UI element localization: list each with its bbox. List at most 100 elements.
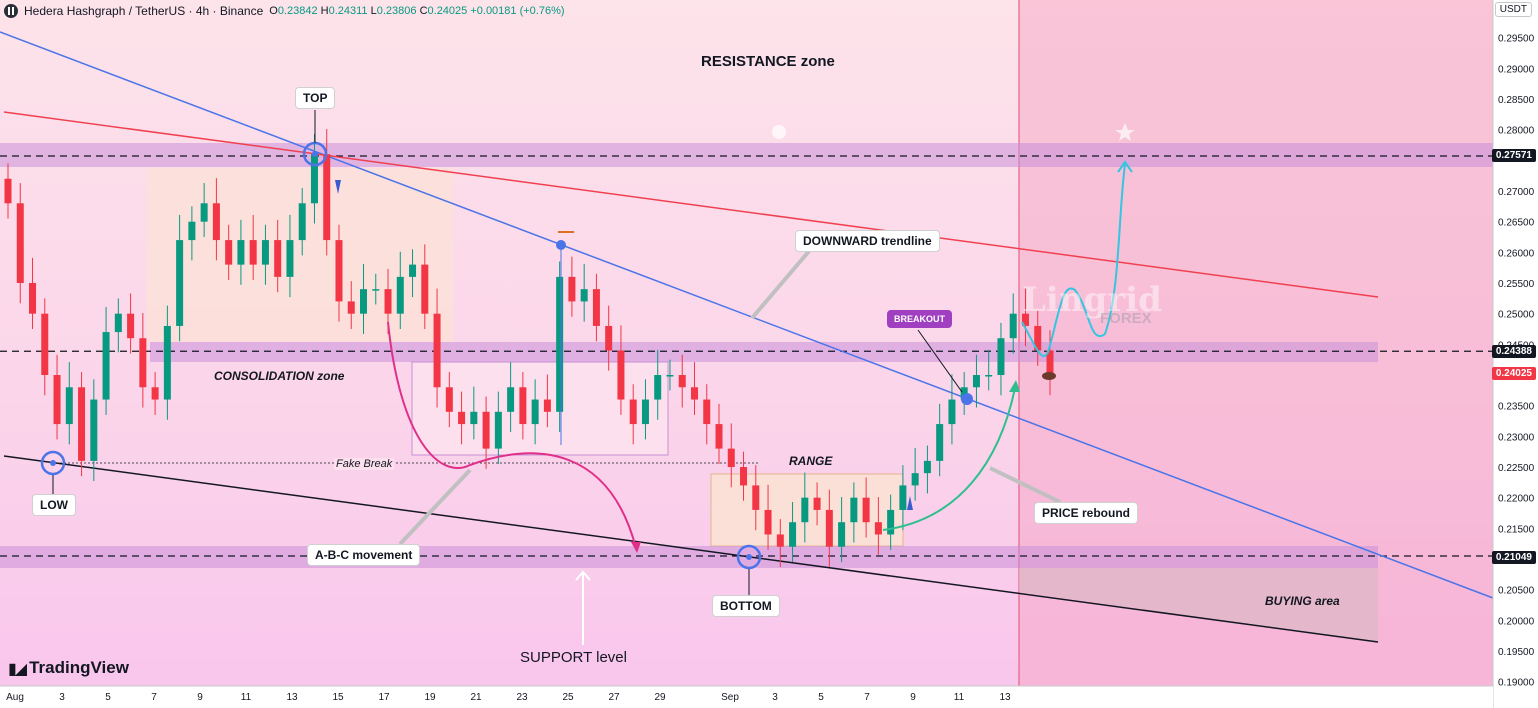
candle-body: [127, 313, 135, 339]
candle-body: [605, 325, 613, 351]
candle-body: [372, 289, 380, 291]
candle-body: [825, 509, 833, 547]
bottom-marker-dot: [746, 554, 752, 560]
y-tick-label-6: 0.26000: [1498, 248, 1535, 259]
x-tick-label-0: Aug: [6, 692, 24, 703]
y-tick-label-12: 0.22500: [1498, 463, 1535, 474]
y-tick-label-5: 0.26500: [1498, 218, 1535, 229]
support-trendline: [3, 455, 1379, 643]
y-tick-label-8: 0.25000: [1498, 310, 1535, 321]
watermark-subtext: FOREX: [1100, 310, 1152, 327]
low-marker: [40, 450, 66, 476]
x-tick-label-18: 7: [864, 692, 870, 703]
change-value: +0.00181 (+0.76%): [470, 5, 565, 17]
abc-arrow-head: [631, 542, 641, 553]
candle-body: [862, 497, 870, 523]
candle-body: [972, 375, 980, 388]
x-tick-label-1: 3: [59, 692, 65, 703]
y-tick-label-1: 0.29000: [1498, 64, 1535, 75]
candle-body: [151, 387, 159, 400]
candle-body: [114, 313, 122, 333]
candle-body: [740, 467, 748, 486]
resistance-zone-band: [0, 143, 1493, 167]
candle-body: [139, 338, 147, 388]
y-tick-label-17: 0.19500: [1498, 647, 1535, 658]
x-tick-label-2: 5: [105, 692, 111, 703]
candle-body: [985, 375, 993, 377]
candle-body: [641, 399, 649, 425]
low-label: LOW: [32, 494, 76, 516]
open-value: 0.23842: [277, 5, 318, 17]
top-label: TOP: [295, 87, 336, 109]
candle-body: [960, 387, 968, 400]
candle-body: [752, 485, 760, 510]
candle-body: [347, 301, 355, 314]
range-label: RANGE: [789, 454, 833, 468]
candle-body: [237, 240, 245, 265]
candle-body: [666, 375, 674, 377]
breakout-pointer: [917, 329, 963, 393]
candle-body: [1009, 313, 1017, 339]
x-tick-label-3: 7: [151, 692, 157, 703]
candle-body: [212, 203, 220, 241]
x-tick-label-20: 11: [954, 692, 965, 703]
hbar-coin-icon: [4, 4, 18, 18]
top-marker-dot: [312, 151, 318, 157]
y-tick-label-15: 0.20500: [1498, 586, 1535, 597]
x-tick-label-17: 5: [818, 692, 824, 703]
support-arrow-head: [575, 570, 591, 581]
candle-body: [690, 387, 698, 400]
down-arrow-circle-icon: [772, 125, 786, 139]
candle-body: [78, 387, 86, 461]
candle-body: [568, 276, 576, 302]
y-tick-label-2: 0.28500: [1498, 95, 1535, 106]
consolidation-zone-band: [150, 342, 1378, 362]
candle-body: [1021, 313, 1029, 326]
candle-body: [274, 240, 282, 277]
tradingview-logo[interactable]: ▮◢ TradingView: [8, 658, 129, 678]
price-tag-0-27571: 0.27571: [1491, 149, 1536, 162]
candle-body: [678, 375, 686, 388]
current-price-tag: 0.24025: [1491, 367, 1536, 380]
x-tick-label-6: 13: [286, 692, 298, 703]
candle-body: [531, 399, 539, 425]
candle-body: [261, 240, 269, 265]
x-tick-label-8: 17: [378, 692, 390, 703]
candle-body: [813, 497, 821, 510]
y-tick-label-14: 0.21500: [1498, 524, 1535, 535]
candle-body: [421, 264, 429, 314]
candle-body: [911, 473, 919, 486]
symbol-title[interactable]: Hedera Hashgraph / TetherUS · 4h · Binan…: [24, 4, 264, 18]
bottom-marker: [736, 544, 762, 570]
x-tick-label-9: 19: [424, 692, 436, 703]
rocket-down-icon: [335, 180, 341, 194]
candle-body: [556, 276, 564, 412]
candle-body: [923, 460, 931, 474]
y-tick-label-16: 0.20000: [1498, 616, 1535, 627]
x-tick-label-13: 27: [608, 692, 620, 703]
watermark-text: Lingrid: [1022, 280, 1162, 320]
projection-path: [1021, 163, 1126, 358]
candle-body: [433, 313, 441, 388]
candle-body: [41, 313, 49, 376]
candle-body: [543, 399, 551, 412]
x-tick-label-7: 15: [332, 692, 344, 703]
fake-break-label: Fake Break: [334, 458, 395, 470]
rebound-arrow-head: [1009, 380, 1020, 392]
consolidation-box: [147, 168, 453, 342]
candle-body: [727, 448, 735, 468]
candle-body: [629, 399, 637, 425]
candle-body: [899, 485, 907, 510]
candle-body: [90, 399, 98, 461]
y-tick-label-11: 0.23000: [1498, 432, 1535, 443]
support-level-label: SUPPORT level: [520, 649, 627, 666]
bottom-label: BOTTOM: [712, 595, 780, 617]
candle-body: [16, 203, 24, 284]
candle-body: [29, 283, 37, 314]
price-rebound-label: PRICE rebound: [1034, 502, 1139, 524]
rebound-pointer: [989, 466, 1061, 504]
candle-body: [997, 338, 1005, 376]
price-unit-label[interactable]: USDT: [1494, 2, 1532, 17]
x-tick-label-5: 11: [241, 692, 252, 703]
